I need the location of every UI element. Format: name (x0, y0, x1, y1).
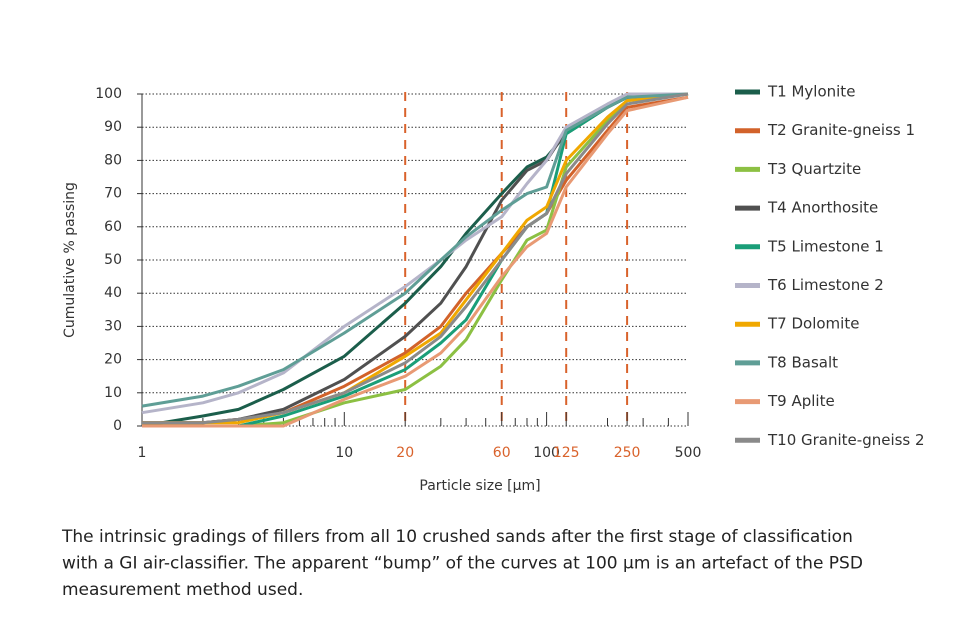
legend-label: T8 Basalt (767, 353, 838, 371)
x-tick-label: 20 (396, 445, 414, 461)
y-tick-label: 100 (95, 86, 122, 102)
y-tick-label: 80 (104, 152, 122, 168)
caption-line: with a GI air-classifier. The apparent “… (62, 554, 863, 574)
y-tick-label: 70 (104, 186, 122, 202)
y-tick-label: 10 (104, 385, 122, 401)
series-line (142, 92, 689, 425)
legend-label: T7 Dolomite (767, 315, 859, 333)
y-tick-label: 50 (104, 252, 122, 268)
y-tick-label: 20 (104, 352, 122, 368)
series-line (141, 92, 688, 415)
y-tick-label: 30 (104, 318, 122, 334)
caption-line: The intrinsic gradings of fillers from a… (61, 527, 853, 547)
legend-label: T4 Anorthosite (767, 199, 878, 217)
caption-line: measurement method used. (62, 580, 303, 600)
series-line (141, 92, 689, 408)
legend-label: T9 Aplite (767, 392, 835, 410)
y-tick-label: 60 (104, 219, 122, 235)
y-tick-label: 0 (113, 418, 122, 434)
x-tick-label: 100 (533, 445, 560, 461)
x-tick-label: 1 (138, 445, 147, 461)
legend-label: T2 Granite-gneiss 1 (767, 121, 915, 139)
legend-label: T1 Mylonite (767, 83, 855, 101)
legend-label: T10 Granite-gneiss 2 (767, 431, 925, 449)
x-tick-label: 60 (493, 445, 511, 461)
series-line (142, 92, 689, 425)
x-tick-label: 125 (553, 445, 580, 461)
series-line (142, 92, 689, 425)
x-axis-title: Particle size [µm] (419, 478, 540, 494)
legend-label: T6 Limestone 2 (767, 276, 884, 294)
x-tick-label: 500 (675, 445, 702, 461)
series-line (142, 95, 689, 428)
y-tick-label: 40 (104, 285, 122, 301)
y-axis-title: Cumulative % passing (62, 182, 78, 338)
y-tick-label: 90 (104, 119, 122, 135)
legend-label: T5 Limestone 1 (767, 237, 884, 255)
x-tick-label: 10 (335, 445, 353, 461)
x-tick-label: 250 (614, 445, 641, 461)
legend-label: T3 Quartzite (767, 160, 861, 178)
